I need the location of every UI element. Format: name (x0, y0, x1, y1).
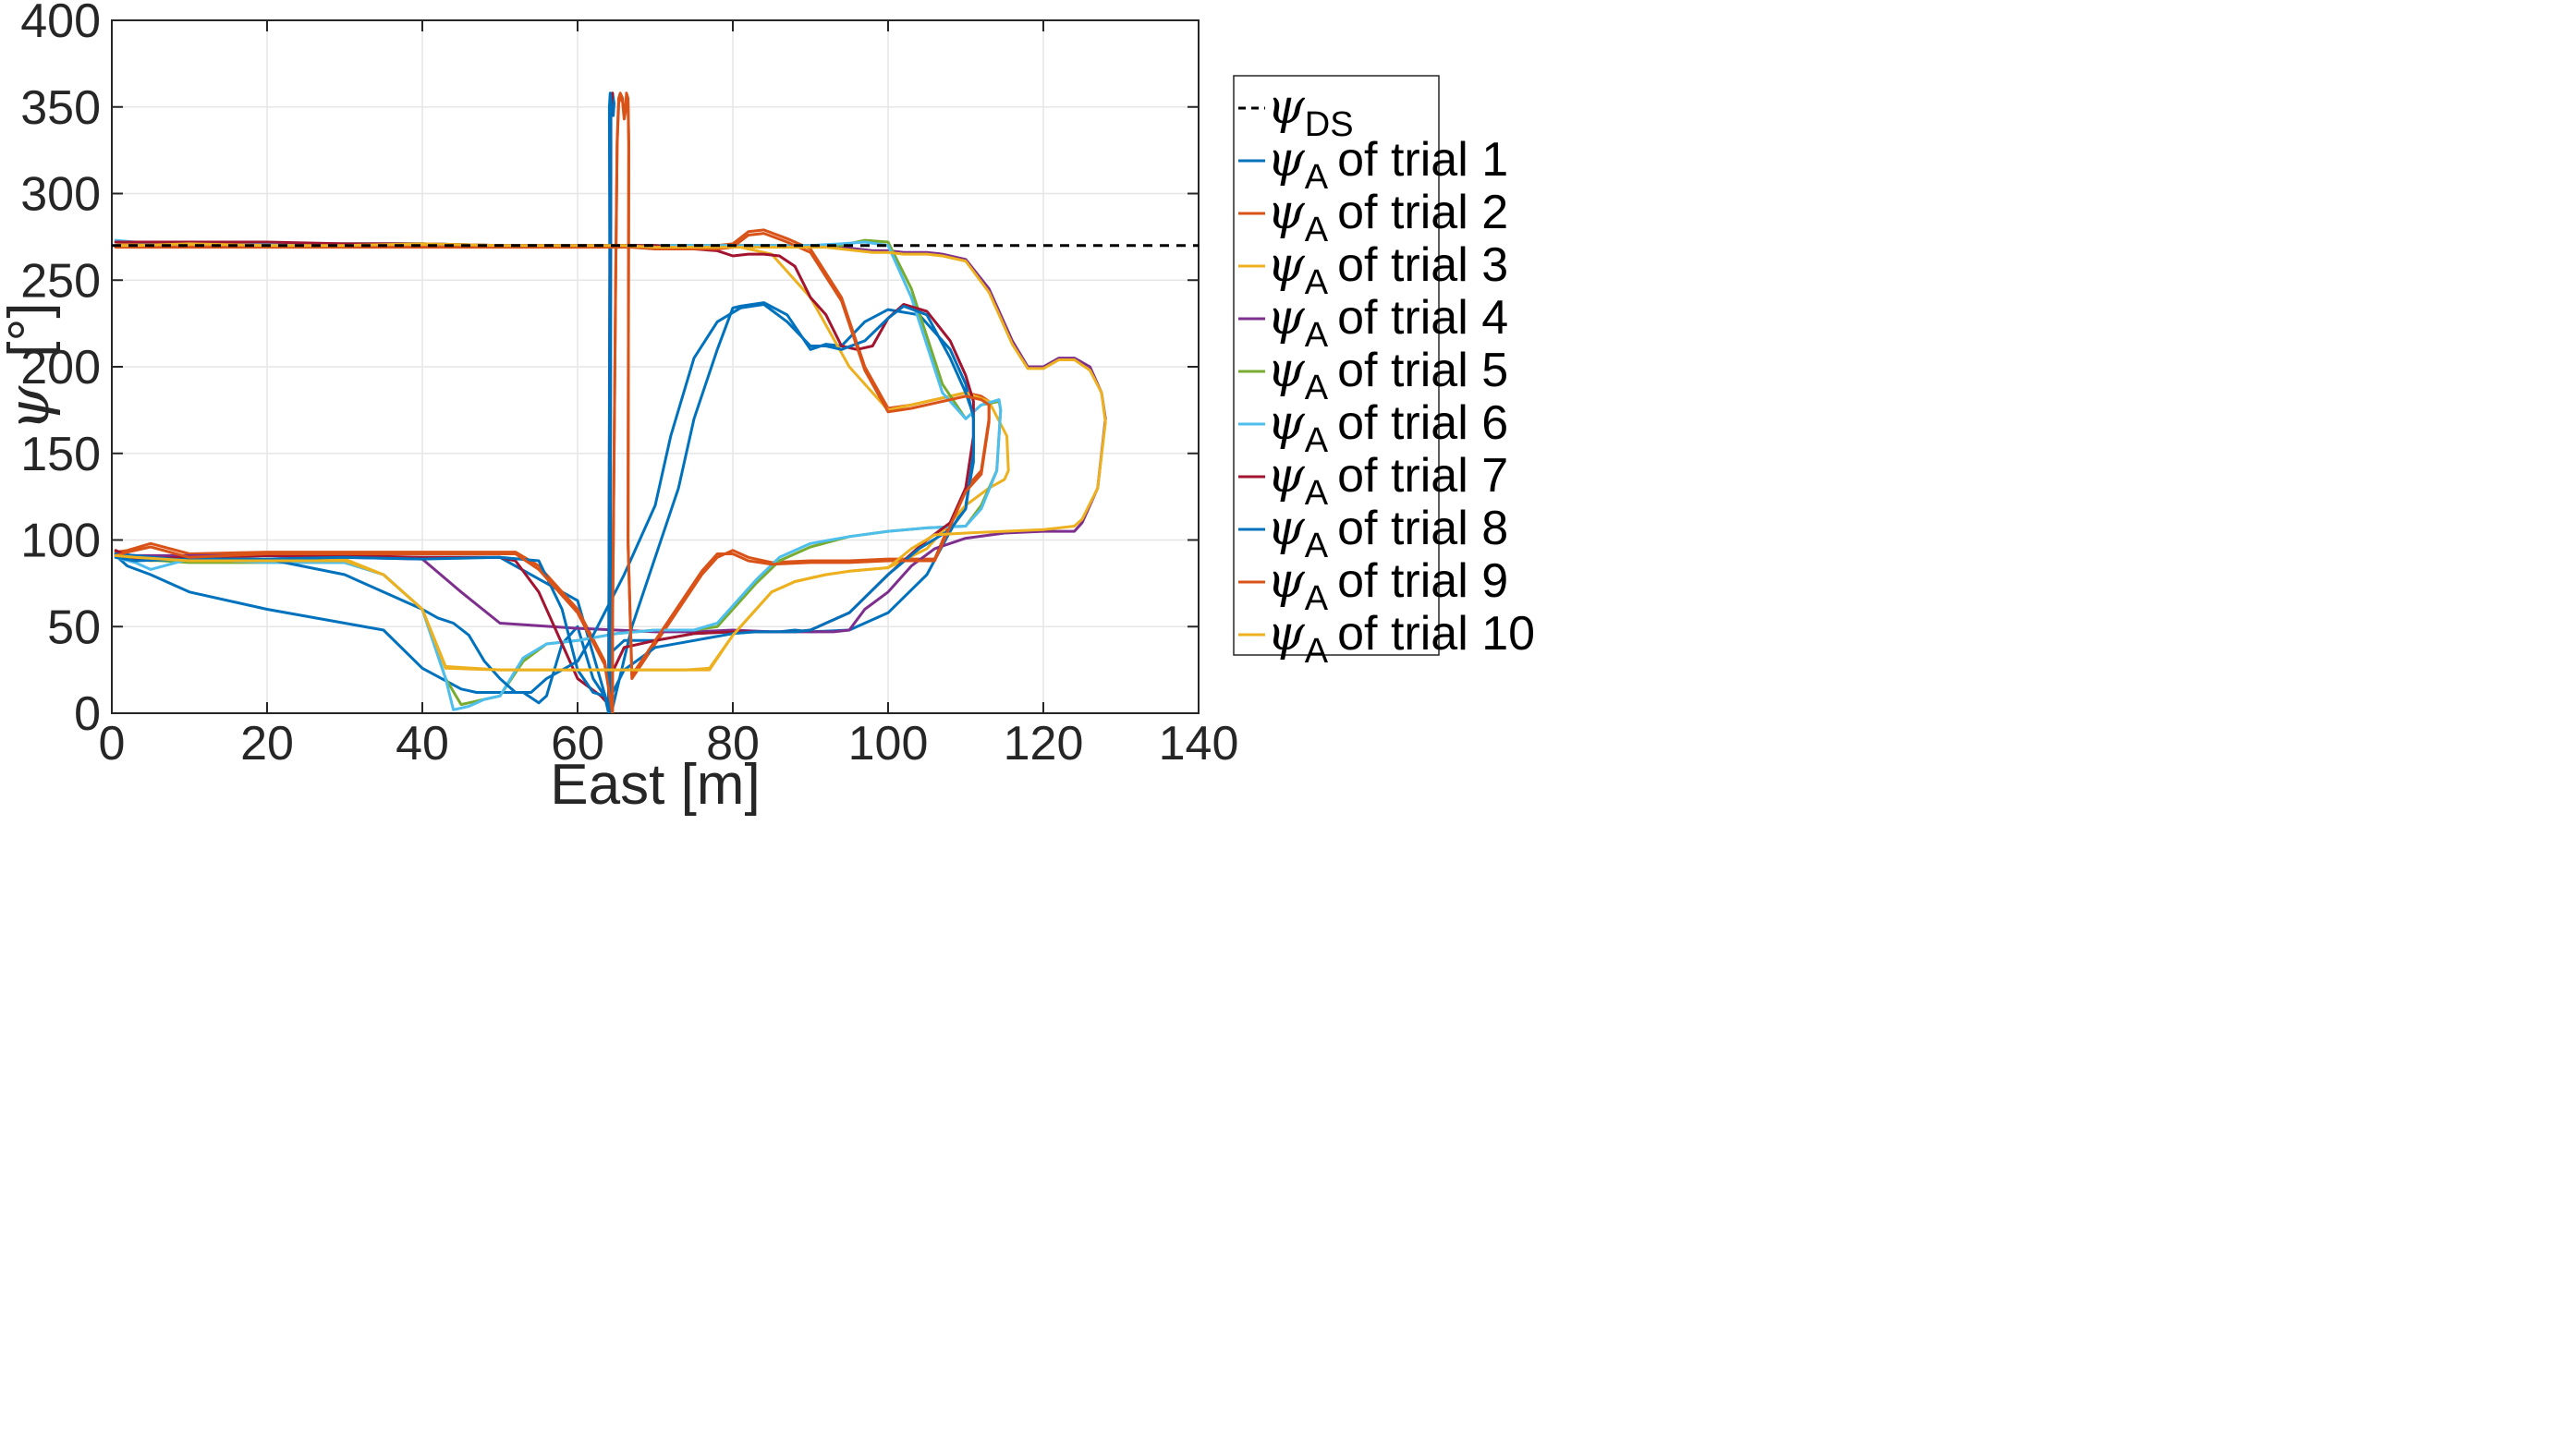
legend-suffix: of trial 6 (1337, 396, 1508, 450)
legend-suffix: of trial 8 (1337, 502, 1508, 555)
legend-suffix: of trial 4 (1337, 291, 1508, 345)
legend-suffix: of trial 7 (1337, 449, 1508, 503)
y-axis-label: ψ [°] (0, 302, 62, 431)
legend-symbol: ψ (1267, 290, 1306, 346)
legend-symbol: ψ (1267, 343, 1306, 398)
series-line-trial-8 (114, 91, 975, 713)
legend-label-trial-1: ψA of trial 1 (1267, 132, 1508, 197)
y-tick-label: 300 (20, 168, 101, 222)
legend-subscript: A (1305, 632, 1329, 671)
x-tick-label: 0 (99, 717, 126, 770)
legend-box (1233, 75, 1440, 656)
x-tick-label: 120 (1004, 717, 1084, 770)
legend-suffix: of trial 1 (1337, 133, 1508, 187)
legend-subscript: A (1305, 369, 1329, 407)
legend-symbol: ψ (1267, 237, 1306, 293)
series-line-trial-2 (114, 91, 991, 713)
y-axis-label-symbol: ψ (0, 385, 62, 431)
legend-label-trial-3: ψA of trial 3 (1267, 237, 1508, 302)
legend-subscript: A (1305, 263, 1329, 302)
y-tick-label: 100 (20, 515, 101, 568)
legend-subscript: A (1305, 579, 1329, 618)
legend-suffix: of trial 5 (1337, 344, 1508, 397)
x-tick-label: 100 (848, 717, 929, 770)
y-tick-label: 200 (20, 341, 101, 394)
x-tick-label: 20 (240, 717, 294, 770)
x-tick-label: 60 (551, 717, 604, 770)
legend-symbol: ψ (1267, 448, 1306, 504)
legend-label-trial-4: ψA of trial 4 (1267, 290, 1508, 355)
y-tick-label: 250 (20, 254, 101, 308)
legend-suffix: of trial 10 (1337, 607, 1535, 661)
legend-label-trial-6: ψA of trial 6 (1267, 395, 1508, 460)
x-tick-label: 40 (396, 717, 449, 770)
legend-label-trial-9: ψA of trial 9 (1267, 553, 1508, 618)
y-tick-label: 400 (20, 0, 101, 48)
legend-label-trial-5: ψA of trial 5 (1267, 343, 1508, 407)
legend-subscript: A (1305, 316, 1329, 355)
legend-subscript: A (1305, 158, 1329, 197)
x-tick-label: 80 (706, 717, 760, 770)
series-layer (112, 91, 1199, 713)
y-axis-label-unit: [°] (0, 302, 61, 357)
legend-suffix: of trial 3 (1337, 238, 1508, 292)
y-axis-ticks: 0 50 100 150 200 250 300 350 400 (20, 0, 1199, 741)
legend-label-trial-2: ψA of trial 2 (1267, 185, 1508, 249)
y-tick-label: 50 (47, 601, 101, 654)
legend-symbol: ψ (1267, 606, 1306, 661)
legend-symbol: ψ (1267, 501, 1306, 556)
legend-label-trial-10: ψA of trial 10 (1267, 606, 1535, 671)
x-tick-label: 140 (1159, 717, 1239, 770)
series-line-trial-10 (114, 242, 1107, 672)
legend-symbol: ψ (1267, 553, 1306, 609)
legend-label-trial-7: ψA of trial 7 (1267, 448, 1508, 513)
legend-subscript: A (1305, 421, 1329, 460)
y-tick-label: 150 (20, 428, 101, 481)
legend-symbol: ψ (1267, 132, 1306, 188)
legend-symbol: ψ (1267, 395, 1306, 451)
y-tick-label: 0 (74, 687, 101, 741)
legend-subscript: DS (1305, 105, 1354, 144)
legend-label-reference: ψDS (1267, 79, 1354, 144)
x-axis-label: East [m] (550, 753, 760, 817)
legend-subscript: A (1305, 527, 1329, 565)
legend-symbol: ψ (1267, 79, 1306, 135)
x-axis-ticks: 0 20 40 60 80 100 120 140 (99, 20, 1239, 770)
legend-subscript: A (1305, 474, 1329, 513)
legend-subscript: A (1305, 211, 1329, 249)
y-tick-label: 350 (20, 81, 101, 135)
legend-suffix: of trial 9 (1337, 554, 1508, 608)
legend-symbol: ψ (1267, 185, 1306, 240)
legend-suffix: of trial 2 (1337, 186, 1508, 239)
legend-label-trial-8: ψA of trial 8 (1267, 501, 1508, 565)
